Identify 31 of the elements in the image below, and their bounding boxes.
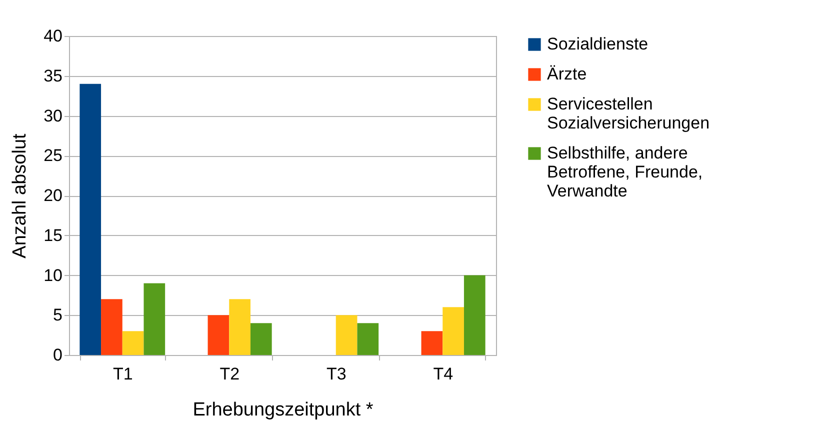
- x-tick-label: T2: [220, 364, 240, 384]
- bar: [122, 331, 144, 355]
- bar: [101, 299, 122, 355]
- bar: [421, 331, 443, 355]
- bar: [357, 323, 379, 355]
- bar: [229, 299, 250, 355]
- bar: [250, 323, 272, 355]
- y-tick-label: 35: [44, 66, 62, 86]
- x-tick-label: T4: [433, 364, 454, 384]
- x-tick-label: T1: [112, 364, 133, 384]
- x-axis-title: Erhebungszeitpunkt *: [192, 400, 374, 420]
- y-tick-label: 15: [44, 226, 62, 245]
- y-tick-label: 20: [44, 186, 62, 205]
- bar: [208, 315, 230, 355]
- y-tick-label: 30: [44, 106, 62, 126]
- bar: [442, 307, 464, 355]
- legend-label: Servicestellen Sozialversicherungen: [547, 94, 710, 132]
- bar: [144, 283, 166, 355]
- bar: [336, 315, 358, 355]
- x-tick-label: T3: [326, 364, 346, 384]
- y-tick-label: 5: [53, 306, 62, 325]
- y-tick-label: 0: [53, 346, 62, 364]
- bar: [80, 84, 102, 355]
- y-tick-label: 10: [44, 266, 62, 285]
- legend-label: Ärzte: [547, 64, 587, 84]
- y-axis-title: Anzahl absolut: [10, 132, 31, 258]
- bar: [464, 275, 486, 355]
- y-tick-label: 40: [44, 26, 62, 46]
- legend-label: Selbsthilfe, andere Betroffene, Freunde, Verwandte: [547, 144, 703, 200]
- y-tick-label: 25: [44, 146, 62, 166]
- legend-label: Sozialdienste: [547, 34, 648, 54]
